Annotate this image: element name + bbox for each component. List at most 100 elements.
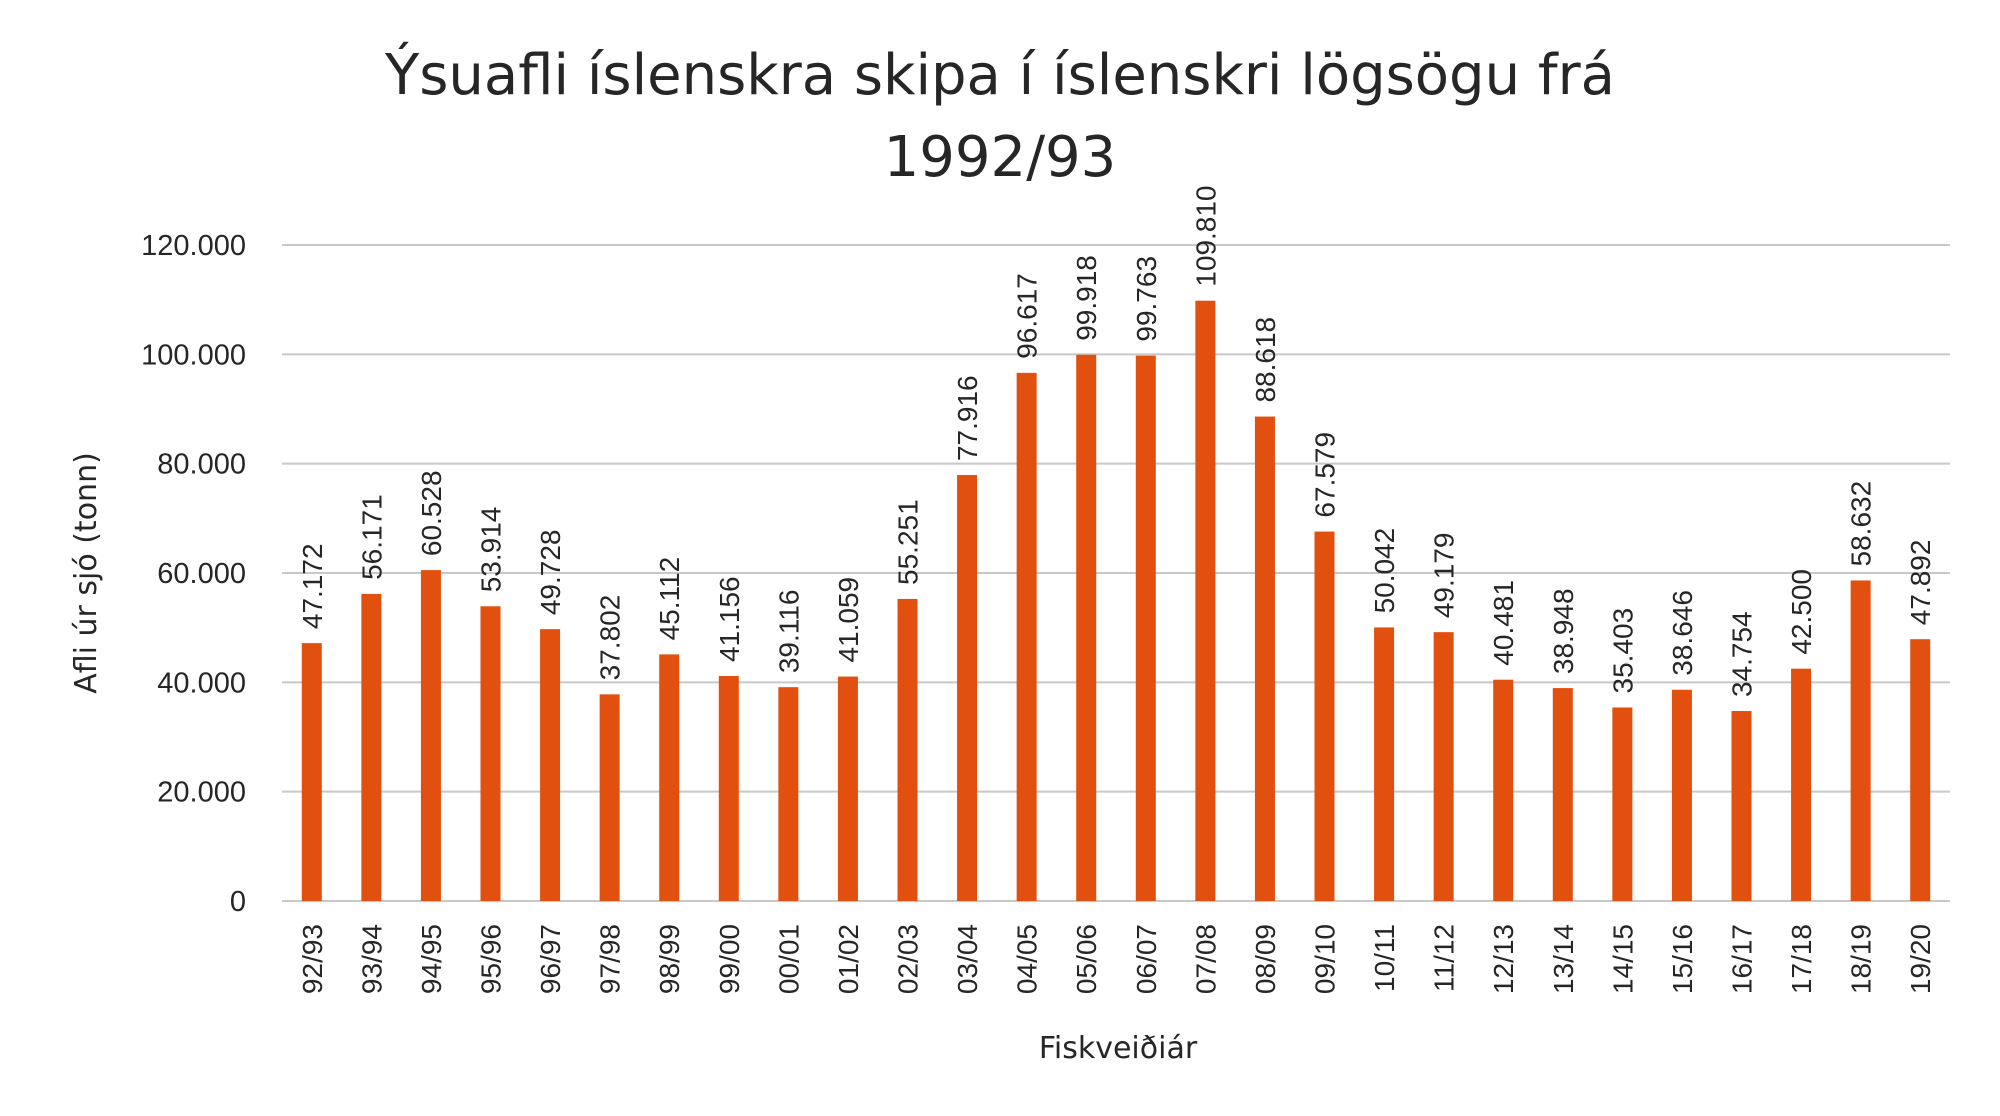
x-tick-label: 07/08 xyxy=(1190,924,1221,994)
x-tick-label: 98/99 xyxy=(654,924,685,994)
y-tick-label: 120.000 xyxy=(141,230,246,262)
bar xyxy=(599,694,620,901)
bar xyxy=(778,687,799,901)
data-label: 99.918 xyxy=(1071,255,1102,341)
bar xyxy=(1076,354,1097,901)
data-label: 49.179 xyxy=(1429,533,1460,619)
data-label: 88.618 xyxy=(1250,317,1281,403)
data-label: 41.156 xyxy=(714,576,745,662)
bar xyxy=(1195,300,1216,901)
x-tick-label: 01/02 xyxy=(833,924,864,994)
bar xyxy=(1552,688,1573,901)
data-label: 60.528 xyxy=(416,470,447,556)
bar xyxy=(1671,689,1692,901)
y-tick-label: 80.000 xyxy=(157,449,246,481)
x-tick-label: 92/93 xyxy=(297,924,328,994)
x-tick-label: 96/97 xyxy=(535,924,566,994)
x-tick-label: 03/04 xyxy=(952,924,983,994)
bar xyxy=(1791,668,1812,901)
y-tick-label: 20.000 xyxy=(157,777,246,809)
x-tick-label: 94/95 xyxy=(416,924,447,994)
bar xyxy=(1135,355,1156,902)
bar xyxy=(420,570,441,901)
data-label: 40.481 xyxy=(1488,580,1519,666)
chart-title-line-2: 1992/93 xyxy=(884,125,1117,190)
bars xyxy=(301,300,1931,902)
x-tick-label: 09/10 xyxy=(1310,924,1341,994)
x-tick-label: 18/19 xyxy=(1846,924,1877,994)
x-tick-label: 17/18 xyxy=(1786,924,1817,994)
x-tick-label: 02/03 xyxy=(893,924,924,994)
bar xyxy=(718,676,739,901)
data-label: 38.948 xyxy=(1548,588,1579,674)
bar xyxy=(1910,639,1931,901)
x-tick-label: 93/94 xyxy=(356,924,387,994)
data-labels: 47.172 56.171 60.528 53.914 49.728 37.802 45.1… xyxy=(297,185,1936,697)
x-tick-label: 08/09 xyxy=(1250,924,1281,994)
x-tick-label: 00/01 xyxy=(773,924,804,994)
data-label: 67.579 xyxy=(1310,432,1341,518)
data-label: 53.914 xyxy=(476,507,507,593)
y-tick-label: 0 xyxy=(230,886,246,918)
x-tick-label: 12/13 xyxy=(1488,924,1519,994)
data-label: 39.116 xyxy=(773,590,804,674)
bar xyxy=(1850,580,1871,901)
data-label: 55.251 xyxy=(893,499,924,585)
bar xyxy=(301,643,322,901)
gridlines xyxy=(282,244,1950,902)
bar xyxy=(659,654,680,901)
data-label: 41.059 xyxy=(833,577,864,663)
data-label: 47.172 xyxy=(297,543,328,629)
bar xyxy=(957,475,978,901)
bar xyxy=(1016,372,1037,902)
bar xyxy=(1612,707,1633,901)
bar xyxy=(1731,711,1752,901)
data-label: 38.646 xyxy=(1667,590,1698,676)
bar xyxy=(1433,632,1454,901)
x-tick-label: 06/07 xyxy=(1131,924,1162,994)
x-tick-label: 97/98 xyxy=(595,924,626,994)
data-label: 34.754 xyxy=(1727,611,1758,697)
data-label: 35.403 xyxy=(1607,608,1638,694)
x-tick-label: 14/15 xyxy=(1607,924,1638,994)
y-tick-label: 100.000 xyxy=(141,339,246,371)
x-tick-label: 19/20 xyxy=(1905,924,1936,994)
data-label: 50.042 xyxy=(1369,528,1400,614)
x-tick-label: 05/06 xyxy=(1071,924,1102,994)
x-tick-label: 11/12 xyxy=(1429,924,1460,992)
x-tick-label: 13/14 xyxy=(1548,924,1579,994)
bar xyxy=(837,676,858,901)
y-tick-label: 40.000 xyxy=(157,667,246,699)
data-label: 77.916 xyxy=(952,375,983,461)
data-label: 47.892 xyxy=(1905,540,1936,626)
x-tick-label: 15/16 xyxy=(1667,924,1698,994)
x-tick-label: 16/17 xyxy=(1727,924,1758,994)
x-tick-label: 99/00 xyxy=(714,924,745,994)
x-axis-ticks: 92/93 93/94 94/95 95/96 96/97 97/98 98/99 99/00… xyxy=(297,924,1936,994)
y-axis-label: Afli úr sjó (tonn) xyxy=(69,452,104,694)
bar xyxy=(1374,627,1395,901)
bar xyxy=(1314,531,1335,901)
x-tick-label: 04/05 xyxy=(1012,924,1043,994)
bar xyxy=(897,598,918,901)
bar xyxy=(1254,416,1275,901)
y-tick-label: 60.000 xyxy=(157,558,246,590)
chart-title-line-1: Ýsuafli íslenskra skipa í íslenskri lögs… xyxy=(384,43,1615,108)
data-label: 96.617 xyxy=(1012,273,1043,359)
data-label: 56.171 xyxy=(356,494,387,580)
x-tick-label: 10/11 xyxy=(1369,924,1400,992)
data-label: 42.500 xyxy=(1786,569,1817,655)
bar xyxy=(361,593,382,901)
bar xyxy=(540,629,561,901)
bar xyxy=(480,606,501,901)
data-label: 99.763 xyxy=(1131,256,1162,342)
data-label: 49.728 xyxy=(535,530,566,616)
data-label: 109.810 xyxy=(1190,185,1221,286)
data-label: 37.802 xyxy=(595,595,626,681)
x-tick-label: 95/96 xyxy=(476,924,507,994)
data-label: 45.112 xyxy=(654,557,685,641)
y-axis-ticks: 0 20.000 40.000 60.000 80.000 100.000 120.000 xyxy=(141,230,246,918)
bar xyxy=(1493,679,1514,901)
x-axis-label: Fiskveiðiár xyxy=(1039,1031,1198,1066)
